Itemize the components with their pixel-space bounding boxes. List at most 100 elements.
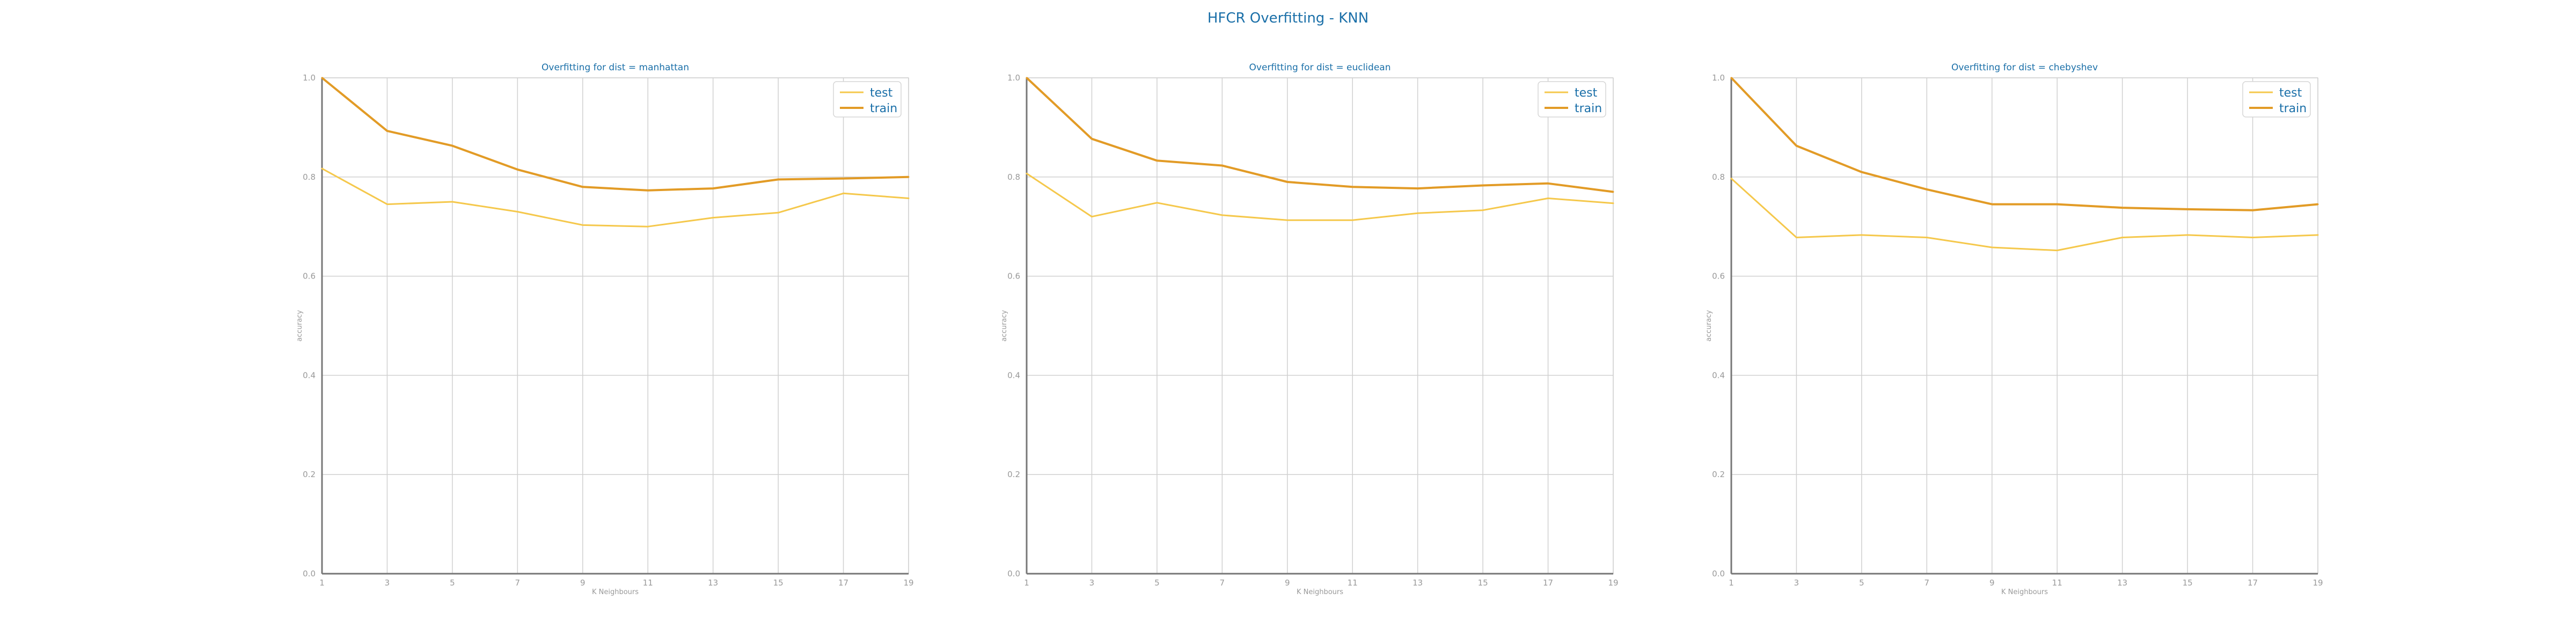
x-tick-label: 17	[838, 578, 848, 588]
legend-label-test: test	[870, 86, 893, 100]
data-point-test	[2317, 234, 2319, 236]
data-point-test	[777, 211, 779, 214]
data-point-train	[1612, 191, 1614, 193]
x-tick-label: 19	[1608, 578, 1618, 588]
legend: test train	[1538, 81, 1606, 118]
series-line-train	[1026, 77, 1614, 193]
subplot-title: Overfitting for dist = euclidean	[1249, 62, 1391, 73]
data-point-test	[843, 192, 845, 194]
data-point-train	[582, 186, 584, 188]
data-point-test	[1547, 197, 1549, 200]
data-point-test	[2121, 237, 2124, 239]
x-tick-label: 1	[1729, 578, 1734, 588]
data-point-test	[1795, 237, 1797, 239]
y-tick-label: 1.0	[303, 73, 316, 83]
data-point-test	[1861, 234, 1863, 236]
y-tick-label: 0.0	[303, 569, 316, 579]
data-point-train	[1926, 188, 1928, 191]
plot-area	[1731, 77, 2318, 574]
legend-label-train: train	[2279, 102, 2307, 115]
data-point-train	[1795, 145, 1797, 147]
subplot-title: Overfitting for dist = chebyshev	[1951, 62, 2098, 73]
data-point-train	[2121, 207, 2124, 209]
data-point-train	[1091, 138, 1093, 140]
data-point-train	[777, 178, 779, 180]
x-tick-label: 19	[2312, 578, 2323, 588]
x-tick-label: 7	[515, 578, 521, 588]
data-point-test	[2252, 237, 2254, 239]
data-point-test	[1026, 172, 1028, 174]
x-tick-label: 13	[2117, 578, 2127, 588]
x-tick-label: 9	[1285, 578, 1290, 588]
data-point-test	[712, 217, 714, 219]
data-point-train	[1417, 187, 1419, 189]
y-tick-label: 1.0	[1007, 73, 1020, 83]
x-tick-label: 15	[1478, 578, 1488, 588]
data-point-train	[1730, 77, 1732, 79]
series-line-train	[1730, 77, 2318, 211]
data-point-train	[712, 187, 714, 189]
x-tick-label: 11	[2052, 578, 2062, 588]
x-tick-label: 17	[1543, 578, 1553, 588]
data-point-test	[1991, 246, 1993, 248]
data-point-train	[843, 178, 845, 180]
series-line-train	[321, 77, 909, 192]
data-point-train	[1221, 165, 1223, 167]
legend-label-test: test	[2279, 86, 2302, 100]
data-point-train	[647, 189, 649, 192]
data-point-test	[2056, 250, 2058, 252]
data-point-test	[386, 203, 388, 206]
data-point-train	[451, 145, 453, 147]
y-tick-label: 0.4	[303, 370, 316, 380]
y-tick-label: 0.6	[1712, 272, 1725, 281]
data-point-test	[1482, 209, 1484, 211]
plot-area	[321, 77, 909, 574]
x-tick-label: 5	[450, 578, 455, 588]
data-point-train	[1482, 185, 1484, 187]
data-point-train	[2186, 208, 2189, 210]
data-point-test	[1417, 212, 1419, 214]
data-point-test	[1612, 202, 1614, 204]
data-point-test	[582, 224, 584, 226]
data-point-test	[1286, 219, 1289, 221]
x-tick-label: 13	[708, 578, 718, 588]
legend-label-train: train	[870, 102, 897, 115]
data-point-test	[1156, 202, 1158, 204]
y-tick-label: 0.0	[1712, 569, 1725, 579]
y-tick-label: 0.8	[1007, 172, 1020, 182]
plot-area	[1026, 77, 1614, 574]
y-axis-label: accuracy	[1705, 310, 1713, 341]
data-point-train	[386, 130, 388, 132]
x-tick-label: 13	[1413, 578, 1423, 588]
y-tick-label: 0.0	[1007, 569, 1020, 579]
data-point-test	[1221, 214, 1223, 216]
data-point-train	[2056, 203, 2058, 206]
data-point-test	[2186, 234, 2189, 236]
data-point-test	[1091, 216, 1093, 218]
y-axis-label: accuracy	[296, 310, 304, 341]
y-tick-label: 0.8	[303, 172, 316, 182]
y-tick-label: 0.8	[1712, 172, 1725, 182]
data-point-test	[516, 210, 518, 213]
y-tick-label: 0.2	[1007, 470, 1020, 479]
data-point-train	[1026, 77, 1028, 79]
x-axis-label: K Neighbours	[2001, 588, 2048, 596]
legend: test train	[833, 81, 902, 118]
x-tick-label: 15	[2183, 578, 2193, 588]
x-axis-label: K Neighbours	[1297, 588, 1343, 596]
data-point-train	[516, 169, 518, 171]
legend-label-train: train	[1575, 102, 1602, 115]
subplot-title: Overfitting for dist = manhattan	[541, 62, 689, 73]
x-axis-label: K Neighbours	[592, 588, 639, 596]
y-tick-label: 0.2	[303, 470, 316, 479]
y-tick-label: 0.6	[1007, 272, 1020, 281]
x-tick-label: 15	[773, 578, 784, 588]
x-tick-label: 17	[2248, 578, 2258, 588]
data-point-train	[908, 176, 910, 178]
x-tick-label: 7	[1220, 578, 1225, 588]
data-point-train	[321, 77, 323, 79]
x-tick-label: 5	[1154, 578, 1160, 588]
